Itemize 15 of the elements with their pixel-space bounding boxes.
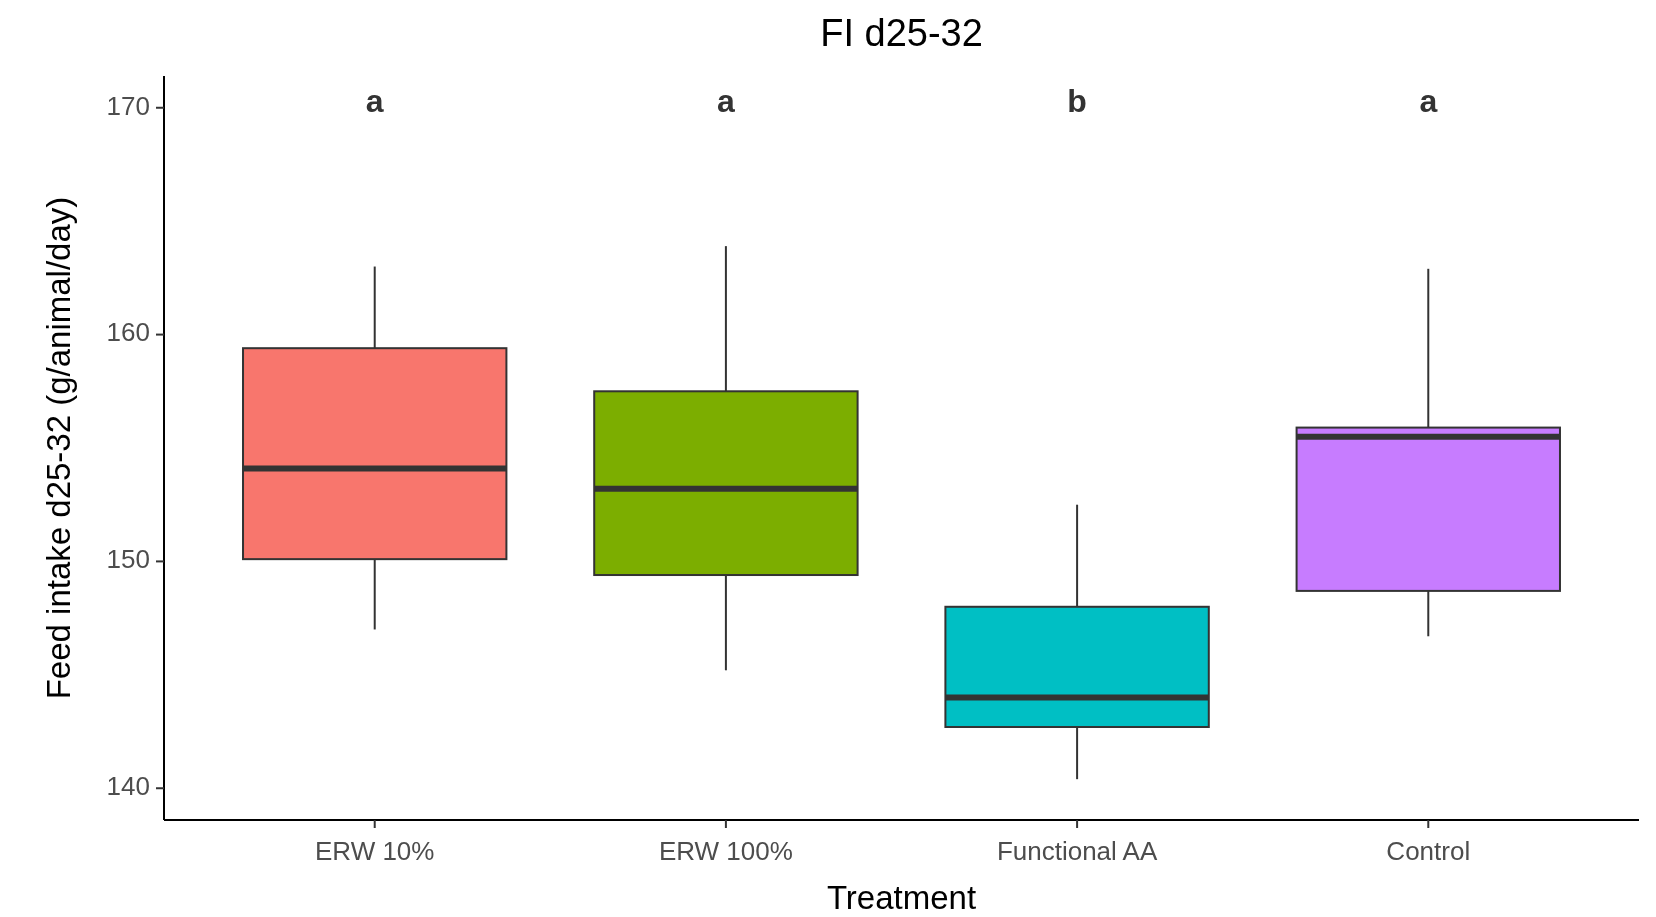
annotation: a [717,83,736,119]
x-tick-label: Control [1386,836,1471,866]
chart-title: FI d25-32 [820,12,983,54]
y-tick-label: 140 [106,771,150,802]
x-tick-label: ERW 100% [658,836,793,866]
annotation: a [1419,83,1438,119]
y-tick-label: 170 [106,90,150,121]
annotation: b [1067,83,1087,119]
y-tick-label: 150 [106,544,150,575]
y-axis-title: Feed intake d25-32 (g/animal/day) [40,196,77,700]
annotation: a [365,83,384,119]
y-tick-label: 160 [106,317,150,348]
x-tick-label: ERW 10% [314,836,435,866]
x-axis-title: Treatment [826,879,977,916]
x-tick-label: Functional AA [996,836,1158,866]
